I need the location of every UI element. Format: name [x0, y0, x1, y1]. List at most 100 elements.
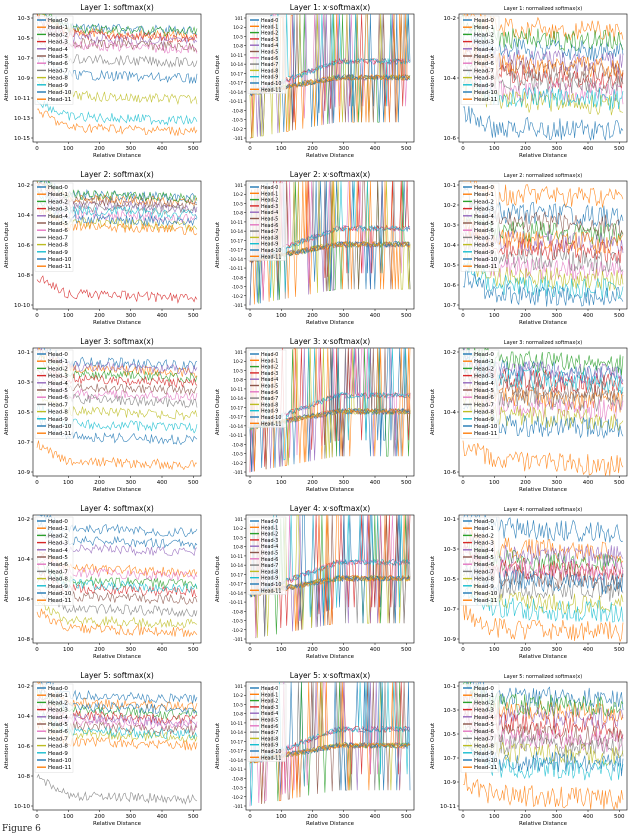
chart-svg: Layer 1: normalized softmax(x) 0 100 200 300…	[430, 6, 628, 159]
legend-label: Head-0	[48, 352, 68, 358]
y-tick-label: 10-4	[444, 76, 457, 82]
legend-label: Head-8	[474, 410, 494, 416]
x-axis-label: Relative Distance	[306, 320, 355, 326]
y-tick-label: 10-2	[233, 192, 243, 198]
x-tick-label: 300	[552, 480, 563, 486]
y-tick-label: 10-17	[231, 405, 244, 411]
y-tick-label: 10-5	[444, 577, 457, 583]
x-axis-label: Relative Distance	[519, 487, 568, 493]
chart-title: Layer 5: softmax(x)	[80, 671, 154, 680]
legend-label: Head-9	[48, 584, 68, 590]
y-tick-label: 10-7	[18, 56, 31, 62]
legend-label: Head-11	[261, 588, 281, 594]
series-line-head-11	[462, 601, 624, 643]
legend-label: Head-8	[48, 410, 68, 416]
y-tick-label: 101	[235, 517, 243, 523]
chart-layer1-col2: Layer 1: x·softmax(x) 0 100 200 300 400 500 Rel…	[213, 0, 426, 167]
y-tick-label: -10-11	[229, 99, 243, 105]
legend-label: Head-9	[48, 751, 68, 757]
y-tick-label: -10-11	[229, 767, 243, 773]
y-tick-label: 10-9	[444, 637, 457, 643]
y-tick-label: 10-5	[18, 36, 31, 42]
x-tick-label: 100	[276, 480, 287, 486]
legend-label: Head-0	[474, 352, 494, 358]
x-tick-label: 100	[276, 146, 287, 152]
y-tick-label: 10-6	[444, 136, 457, 142]
legend-label: Head-2	[474, 366, 494, 372]
legend-label: Head-10	[261, 415, 281, 421]
legend-label: Head-6	[48, 729, 68, 735]
legend-label: Head-1	[261, 692, 278, 698]
legend-label: Head-6	[474, 228, 494, 234]
legend-label: Head-2	[261, 532, 278, 538]
legend-label: Head-7	[48, 569, 68, 575]
legend-label: Head-9	[48, 83, 68, 89]
y-tick-label: 10-3	[444, 708, 457, 714]
legend-label: Head-6	[48, 228, 68, 234]
x-tick-label: 200	[94, 146, 105, 152]
y-axis-label: Attention Output	[215, 555, 221, 602]
y-tick-label: -10-14	[229, 257, 243, 263]
x-tick-label: 500	[614, 647, 625, 653]
legend-label: Head-11	[261, 755, 281, 761]
x-tick-label: 500	[401, 814, 412, 820]
legend-label: Head-9	[474, 250, 494, 256]
x-tick-label: 400	[583, 146, 594, 152]
x-tick-label: 300	[126, 480, 137, 486]
series-line-head-9	[462, 586, 624, 623]
series-line-head-3	[36, 275, 198, 304]
legend-label: Head-2	[261, 365, 278, 371]
x-tick-label: 500	[188, 814, 199, 820]
x-tick-label: 500	[401, 480, 412, 486]
plot-frame	[245, 514, 415, 644]
x-tick-label: 400	[583, 480, 594, 486]
legend-label: Head-0	[261, 686, 278, 692]
y-tick-label: 101	[235, 183, 243, 189]
chart-svg: Layer 3: x·softmax(x) 0 100 200 300 400 500 Rel…	[215, 337, 415, 493]
y-tick-label: -10-2	[232, 461, 244, 467]
y-tick-label: 10-14	[231, 396, 244, 402]
legend-label: Head-0	[474, 18, 494, 24]
chart-svg: Layer 5: softmax(x) 0 100 200 300 400 500 Relat…	[4, 671, 202, 827]
y-tick-label: -10-5	[232, 786, 244, 792]
x-tick-label: 400	[583, 814, 594, 820]
legend-label: Head-0	[261, 18, 278, 24]
series-line-head-11	[36, 440, 198, 471]
legend-label: Head-11	[48, 264, 71, 270]
y-tick-label: -10-8	[232, 275, 244, 281]
y-tick-label: 10-4	[444, 243, 457, 249]
series-line-head-10	[462, 269, 624, 307]
legend-label: Head-11	[261, 421, 281, 427]
legend-label: Head-3	[48, 40, 68, 46]
y-tick-label: -10-14	[229, 424, 243, 430]
legend-label: Head-4	[48, 214, 68, 220]
legend-box	[247, 15, 287, 94]
x-tick-label: 300	[126, 146, 137, 152]
y-axis-label: Attention Output	[4, 221, 10, 268]
legend-label: Head-5	[474, 388, 494, 394]
y-tick-label: -10-5	[232, 619, 244, 625]
x-tick-label: 100	[63, 814, 74, 820]
x-tick-label: 100	[489, 814, 500, 820]
legend-label: Head-10	[474, 591, 498, 597]
legend-label: Head-6	[48, 61, 68, 67]
x-tick-label: 500	[401, 647, 412, 653]
y-tick-label: -10-5	[232, 452, 244, 458]
legend-label: Head-2	[474, 199, 494, 205]
legend-box	[34, 516, 74, 606]
x-tick-label: 300	[126, 313, 137, 319]
x-tick-label: 300	[339, 480, 350, 486]
legend-label: Head-11	[261, 87, 281, 93]
x-tick-label: 100	[276, 647, 287, 653]
x-tick-label: 300	[552, 814, 563, 820]
y-tick-label: 10-2	[444, 203, 456, 209]
legend-label: Head-4	[48, 548, 68, 554]
x-tick-label: 500	[614, 814, 625, 820]
chart-layer3-col1: Layer 3: softmax(x) 0 100 200 300 400 500 Relat…	[0, 334, 213, 501]
legend-label: Head-7	[261, 730, 278, 736]
y-tick-label: 10-5	[233, 34, 243, 40]
x-tick-label: 0	[461, 814, 465, 820]
legend-label: Head-10	[48, 257, 72, 263]
x-tick-label: 400	[583, 647, 594, 653]
chart-svg: Layer 5: normalized softmax(x) 0 100 200 300…	[430, 674, 628, 827]
